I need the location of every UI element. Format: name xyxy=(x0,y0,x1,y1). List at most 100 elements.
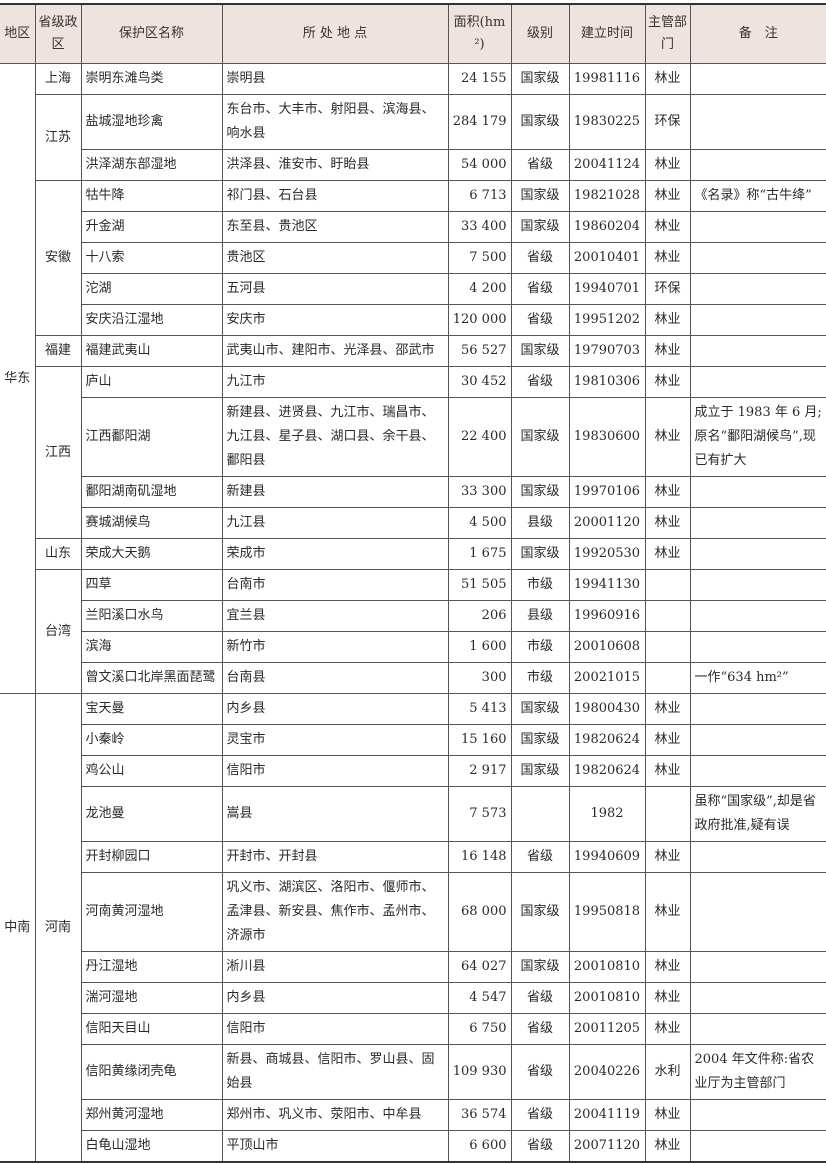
level-cell: 省级 xyxy=(510,1130,570,1163)
area-cell: 4 200 xyxy=(447,273,512,305)
table-row: 开封柳园口 开封市、开封县 16 148 省级 19940609 林业 xyxy=(0,841,826,873)
table-row: 山东 荣成大天鹅 荣成市 1 675 国家级 19920530 林业 xyxy=(0,538,826,570)
header-notes: 备 注 xyxy=(689,3,826,64)
notes-cell: 一作“634 hm²” xyxy=(689,662,826,694)
level-cell: 国家级 xyxy=(510,397,570,477)
location-cell: 平顶山市 xyxy=(221,1130,449,1163)
reserve-name-cell: 开封柳园口 xyxy=(81,841,223,873)
reserve-name-cell: 赛城湖候鸟 xyxy=(81,507,223,539)
location-cell: 开封市、开封县 xyxy=(221,841,449,873)
level-cell: 省级 xyxy=(510,304,570,336)
area-cell: 109 930 xyxy=(447,1044,512,1100)
established-cell: 20021015 xyxy=(568,662,646,694)
level-cell: 国家级 xyxy=(510,951,570,983)
level-cell: 市级 xyxy=(510,662,570,694)
location-cell: 台南县 xyxy=(221,662,449,694)
area-cell: 33 300 xyxy=(447,476,512,508)
table-row: 白龟山湿地 平顶山市 6 600 省级 20071120 林业 xyxy=(0,1130,826,1163)
established-cell: 19820624 xyxy=(568,755,646,787)
header-department: 主管部门 xyxy=(644,3,691,64)
notes-cell xyxy=(689,335,826,367)
level-cell: 国家级 xyxy=(510,94,570,150)
level-cell: 省级 xyxy=(510,242,570,274)
established-cell: 20071120 xyxy=(568,1130,646,1163)
area-cell: 1 600 xyxy=(447,631,512,663)
reserve-name-cell: 洪泽湖东部湿地 xyxy=(81,149,223,181)
location-cell: 祁门县、石台县 xyxy=(221,180,449,212)
reserve-name-cell: 十八索 xyxy=(81,242,223,274)
table-row: 安徽 牯牛降 祁门县、石台县 6 713 国家级 19821028 林业 《名录》称“古牛绛” xyxy=(0,180,826,336)
area-cell: 56 527 xyxy=(447,335,512,367)
reserve-name-cell: 曾文溪口北岸黑面琵鹭 xyxy=(81,662,223,694)
reserve-name-cell: 崇明东滩鸟类 xyxy=(80,63,223,95)
location-cell: 武夷山市、建阳市、光泽县、邵武市 xyxy=(221,335,449,367)
reserve-name-cell: 牯牛降 xyxy=(80,180,223,212)
notes-cell xyxy=(689,569,826,601)
location-cell: 荣成市 xyxy=(221,538,449,570)
notes-cell xyxy=(689,1099,826,1131)
table-row: 赛城湖候鸟 九江县 4 500 县级 20001120 林业 xyxy=(0,507,826,539)
notes-cell xyxy=(689,872,826,952)
province-cell: 福建 xyxy=(35,335,82,367)
level-cell: 市级 xyxy=(510,631,570,663)
established-cell: 20010810 xyxy=(568,951,646,983)
table-row: 华东 上海 崇明东滩鸟类 崇明县 24 155 国家级 19981116 林业 xyxy=(0,63,826,694)
notes-cell xyxy=(689,366,826,398)
area-cell: 2 917 xyxy=(447,755,512,787)
established-cell: 19950818 xyxy=(568,872,646,952)
area-cell: 206 xyxy=(447,600,512,632)
level-cell: 国家级 xyxy=(510,63,570,95)
area-cell: 1 675 xyxy=(447,538,512,570)
table-body: 华东 上海 崇明东滩鸟类 崇明县 24 155 国家级 19981116 林业 江苏 盐城湿地珍禽… xyxy=(0,63,826,1163)
level-cell: 省级 xyxy=(510,1099,570,1131)
nature-reserve-table: 地区 省级政区 保护区名称 所 处 地 点 面积(hm²) 级别 建立时间 主管… xyxy=(0,3,826,1163)
department-cell: 林业 xyxy=(644,982,691,1014)
level-cell: 国家级 xyxy=(510,476,570,508)
table-row: 郑州黄河湿地 郑州市、巩义市、荥阳市、中牟县 36 574 省级 20041119 林业 xyxy=(0,1099,826,1131)
level-cell: 国家级 xyxy=(510,538,570,570)
level-cell: 省级 xyxy=(510,273,570,305)
header-province: 省级政区 xyxy=(34,3,82,64)
location-cell: 崇明县 xyxy=(221,63,449,95)
established-cell: 20041119 xyxy=(568,1099,646,1131)
header-location: 所 处 地 点 xyxy=(221,3,449,64)
area-cell: 54 000 xyxy=(447,149,512,181)
department-cell: 林业 xyxy=(644,693,691,725)
reserve-name-cell: 荣成大天鹅 xyxy=(80,538,223,570)
established-cell: 19830600 xyxy=(568,397,646,477)
notes-cell xyxy=(689,476,826,508)
notes-cell xyxy=(689,94,826,150)
notes-cell xyxy=(689,211,826,243)
table-row: 信阳天目山 信阳市 6 750 省级 20011205 林业 xyxy=(0,1013,826,1045)
established-cell: 19970106 xyxy=(568,476,646,508)
area-cell: 15 160 xyxy=(447,724,512,756)
location-cell: 信阳市 xyxy=(221,755,449,787)
department-cell: 林业 xyxy=(644,366,691,398)
department-cell: 林业 xyxy=(644,211,691,243)
area-cell: 68 000 xyxy=(447,872,512,952)
notes-cell: 成立于 1983 年 6 月;原名“鄱阳湖候鸟”,现已有扩大 xyxy=(689,397,826,477)
table-row: 鄱阳湖南矶湿地 新建县 33 300 国家级 19970106 林业 xyxy=(0,476,826,508)
area-cell: 24 155 xyxy=(447,63,512,95)
established-cell: 19960916 xyxy=(568,600,646,632)
level-cell: 省级 xyxy=(510,1044,570,1100)
location-cell: 九江县 xyxy=(221,507,449,539)
notes-cell xyxy=(689,1130,826,1163)
reserve-name-cell: 安庆沿江湿地 xyxy=(81,304,223,336)
area-cell: 51 505 xyxy=(447,569,512,601)
table-row: 滨海 新竹市 1 600 市级 20010608 xyxy=(0,631,826,663)
department-cell: 水利 xyxy=(644,1044,691,1100)
department-cell: 林业 xyxy=(644,304,691,336)
department-cell: 林业 xyxy=(644,476,691,508)
reserve-name-cell: 四草 xyxy=(80,569,223,601)
notes-cell xyxy=(689,1013,826,1045)
notes-cell xyxy=(689,600,826,632)
department-cell: 林业 xyxy=(644,507,691,539)
level-cell xyxy=(510,786,570,842)
location-cell: 嵩县 xyxy=(221,786,449,842)
level-cell: 国家级 xyxy=(510,211,570,243)
table-row: 江西鄱阳湖 新建县、进贤县、九江市、瑞昌市、九江县、星子县、湖口县、余干县、鄱阳县… xyxy=(0,397,826,477)
table-row: 台湾 四草 台南市 51 505 市级 19941130 xyxy=(0,569,826,694)
location-cell: 新竹市 xyxy=(221,631,449,663)
location-cell: 新县、商城县、信阳市、罗山县、固始县 xyxy=(221,1044,449,1100)
